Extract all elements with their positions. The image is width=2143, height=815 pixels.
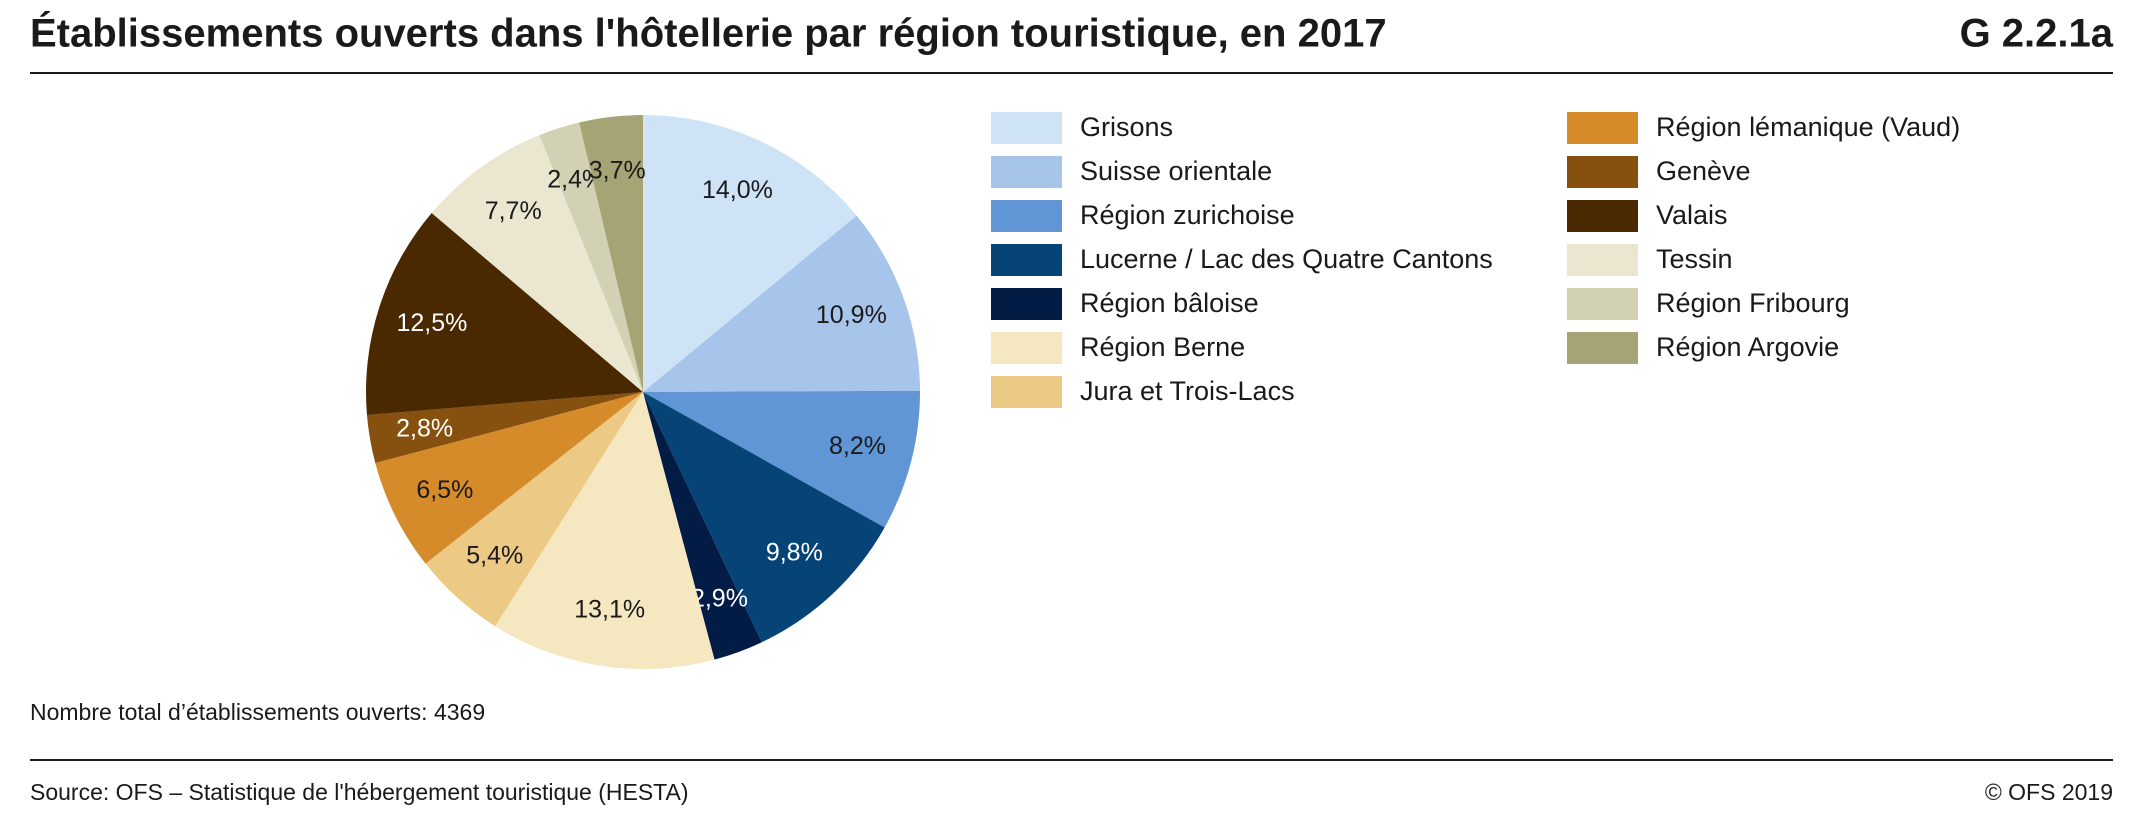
pie-slice bbox=[375, 392, 643, 564]
pie-slice bbox=[643, 115, 857, 392]
legend-label: Région Fribourg bbox=[1656, 288, 1850, 318]
slice-label: 5,4% bbox=[466, 541, 523, 569]
slice-label: 9,8% bbox=[766, 539, 823, 567]
slice-label: 8,2% bbox=[829, 432, 886, 460]
legend-swatch bbox=[991, 112, 1062, 144]
chart-copyright: © OFS 2019 bbox=[1985, 779, 2113, 805]
legend-label: Région bâloise bbox=[1080, 288, 1259, 318]
chart-source: Source: OFS – Statistique de l'hébergeme… bbox=[30, 779, 689, 805]
slice-label: 13,1% bbox=[574, 596, 645, 624]
legend-swatch bbox=[1567, 112, 1638, 144]
pie-slice bbox=[495, 392, 715, 669]
slice-label: 6,5% bbox=[416, 476, 473, 504]
legend-swatch bbox=[991, 288, 1062, 320]
legend-label: Genève bbox=[1656, 156, 1751, 186]
pie-slice bbox=[431, 135, 643, 392]
legend-swatch bbox=[991, 332, 1062, 364]
legend-swatch bbox=[1567, 288, 1638, 320]
legend-label: Région zurichoise bbox=[1080, 200, 1295, 230]
pie-slice bbox=[425, 392, 643, 627]
legend-label: Suisse orientale bbox=[1080, 156, 1272, 186]
pie-slice bbox=[366, 212, 643, 416]
legend-swatch bbox=[1567, 244, 1638, 276]
pie-slice bbox=[643, 392, 762, 660]
legend-swatch bbox=[1567, 332, 1638, 364]
legend-label: Région Argovie bbox=[1656, 332, 1839, 362]
slice-label: 10,9% bbox=[816, 301, 887, 329]
pie-slice bbox=[643, 390, 921, 528]
pie-slice bbox=[366, 392, 643, 464]
legend-swatch bbox=[1567, 200, 1638, 232]
legend-swatch bbox=[991, 200, 1062, 232]
pie-slice bbox=[539, 122, 643, 393]
chart-code: G 2.2.1a bbox=[1960, 12, 2114, 56]
legend-swatch bbox=[991, 156, 1062, 188]
slice-label: 3,7% bbox=[589, 157, 646, 185]
chart-title: Établissements ouverts dans l'hôtellerie… bbox=[30, 11, 1387, 56]
slice-label: 7,7% bbox=[485, 197, 542, 225]
legend-label: Tessin bbox=[1656, 244, 1733, 274]
slice-label: 12,5% bbox=[397, 309, 468, 337]
legend-label: Lucerne / Lac des Quatre Cantons bbox=[1080, 244, 1493, 274]
legend-swatch bbox=[991, 244, 1062, 276]
legend-swatch bbox=[1567, 156, 1638, 188]
legend-label: Valais bbox=[1656, 200, 1728, 230]
legend-label: Région lémanique (Vaud) bbox=[1656, 112, 1960, 142]
pie-slice bbox=[643, 392, 885, 643]
legend-label: Grisons bbox=[1080, 112, 1173, 142]
slice-label: 2,8% bbox=[396, 414, 453, 442]
legend-swatch bbox=[991, 376, 1062, 408]
slice-label: 14,0% bbox=[702, 176, 773, 204]
legend-label: Jura et Trois-Lacs bbox=[1080, 376, 1295, 406]
pie-slice bbox=[579, 115, 643, 392]
chart-note: Nombre total d’établissements ouverts: 4… bbox=[30, 699, 485, 725]
legend-label: Région Berne bbox=[1080, 332, 1245, 362]
pie-slice bbox=[643, 215, 920, 392]
